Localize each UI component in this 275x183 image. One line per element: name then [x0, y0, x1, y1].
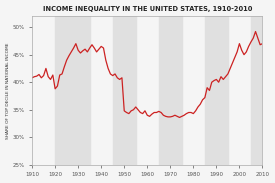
Bar: [113, 16, 136, 165]
Bar: [251, 16, 262, 165]
Title: INCOME INEQUALITY IN THE UNITED STATES, 1910-2010: INCOME INEQUALITY IN THE UNITED STATES, …: [43, 5, 252, 12]
Bar: [159, 16, 182, 165]
Bar: [55, 16, 90, 165]
Y-axis label: SHARE OF TOP DECILE IN NATIONAL INCOME: SHARE OF TOP DECILE IN NATIONAL INCOME: [6, 42, 10, 139]
Bar: [205, 16, 228, 165]
